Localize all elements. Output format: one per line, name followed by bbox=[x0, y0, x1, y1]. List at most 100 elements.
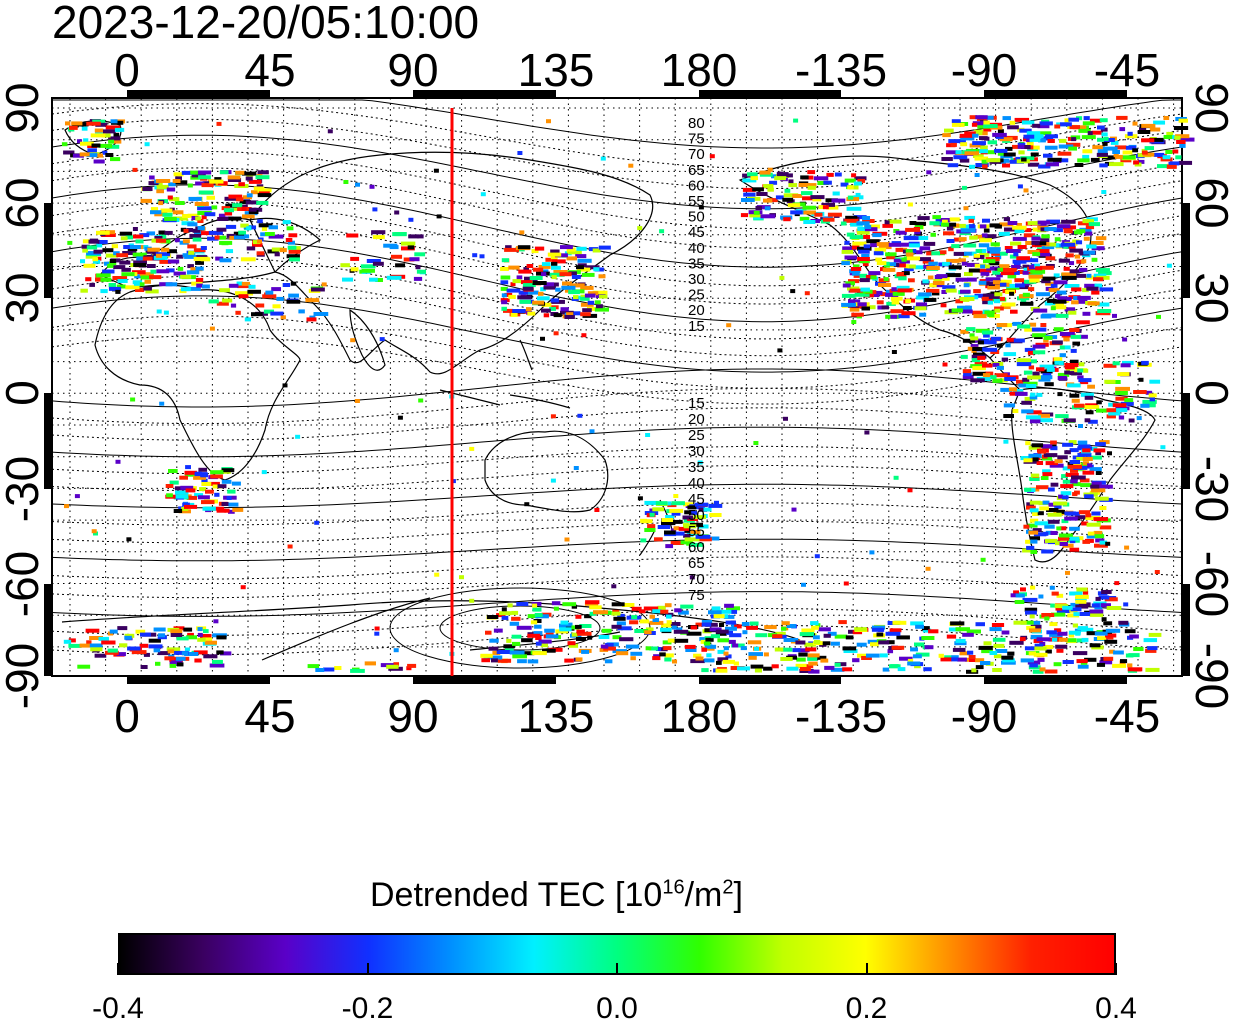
tec-patch bbox=[119, 231, 133, 236]
tec-patch bbox=[1005, 249, 1021, 253]
tec-patch bbox=[225, 249, 234, 254]
tec-patch bbox=[924, 645, 934, 650]
tec-patch bbox=[1149, 137, 1164, 142]
tec-patch bbox=[518, 290, 528, 295]
tec-patch bbox=[981, 330, 994, 335]
tec-patch bbox=[1029, 322, 1037, 327]
tec-patch bbox=[1017, 144, 1025, 149]
tec-patch bbox=[120, 236, 128, 241]
tec-point bbox=[1132, 121, 1138, 126]
tec-patch bbox=[1043, 153, 1053, 158]
tec-patch bbox=[366, 259, 381, 263]
tec-patch bbox=[509, 621, 520, 626]
tec-patch bbox=[180, 287, 191, 292]
x-tick-label-top: 90 bbox=[387, 44, 438, 96]
tec-patch bbox=[1072, 638, 1086, 643]
y-tick-label-right: -30 bbox=[1186, 456, 1238, 522]
tec-patch bbox=[249, 207, 257, 212]
tec-patch bbox=[852, 271, 860, 276]
tec-point bbox=[244, 234, 250, 239]
tec-patch bbox=[1022, 264, 1030, 269]
tec-patch bbox=[807, 656, 818, 661]
tec-patch bbox=[507, 603, 513, 608]
tec-point bbox=[689, 575, 695, 580]
tec-patch bbox=[1102, 141, 1108, 146]
tec-patch bbox=[190, 170, 204, 175]
tec-patch bbox=[684, 537, 700, 542]
tec-patch bbox=[1063, 418, 1076, 423]
tec-patch bbox=[202, 637, 213, 642]
tec-patch bbox=[1026, 258, 1039, 263]
tec-patch bbox=[386, 664, 399, 669]
tec-patch bbox=[1133, 160, 1140, 165]
tec-patch bbox=[1056, 609, 1071, 613]
tec-patch bbox=[386, 275, 402, 280]
tec-patch bbox=[1084, 395, 1094, 400]
tec-patch bbox=[1057, 392, 1063, 397]
tec-patch bbox=[1028, 287, 1035, 292]
tec-patch bbox=[193, 256, 209, 261]
tec-patch bbox=[992, 378, 1003, 383]
tec-patch bbox=[788, 183, 798, 188]
tec-patch bbox=[857, 257, 870, 261]
tec-patch bbox=[1077, 626, 1089, 631]
tec-patch bbox=[817, 181, 829, 185]
axis-bar-right bbox=[1182, 584, 1190, 676]
tec-patch bbox=[709, 627, 722, 632]
tec-patch bbox=[92, 257, 99, 262]
tec-patch bbox=[1015, 283, 1026, 288]
tec-patch bbox=[612, 649, 627, 654]
tec-patch bbox=[501, 607, 507, 612]
tec-patch bbox=[1060, 491, 1072, 496]
tec-patch bbox=[177, 266, 184, 271]
axis-bar-bottom bbox=[127, 676, 270, 684]
tec-patch bbox=[375, 278, 384, 282]
tec-patch bbox=[901, 311, 916, 316]
tec-patch bbox=[1004, 377, 1016, 381]
tec-point bbox=[1166, 263, 1172, 268]
tec-patch bbox=[408, 234, 419, 239]
tec-patch bbox=[158, 234, 167, 239]
tec-patch bbox=[1077, 368, 1084, 373]
tec-patch bbox=[655, 501, 668, 506]
tec-patch bbox=[1039, 364, 1055, 369]
tec-patch bbox=[1025, 384, 1037, 388]
tec-patch bbox=[1026, 505, 1036, 510]
map-frame bbox=[51, 97, 1183, 677]
tec-patch bbox=[851, 312, 864, 317]
tec-patch bbox=[258, 223, 273, 228]
magnetic-contour bbox=[51, 118, 1183, 190]
tec-patch bbox=[196, 283, 203, 288]
tec-patch bbox=[950, 142, 957, 147]
tec-patch bbox=[1082, 448, 1091, 453]
tec-patch bbox=[742, 178, 757, 183]
tec-patch bbox=[1039, 238, 1050, 243]
tec-patch bbox=[1059, 332, 1075, 336]
tec-patch bbox=[601, 628, 612, 633]
tec-patch bbox=[107, 263, 114, 268]
tec-patch bbox=[559, 627, 572, 632]
tec-patch bbox=[108, 139, 115, 144]
tec-patch bbox=[701, 647, 707, 652]
tec-patch bbox=[166, 268, 175, 273]
tec-patch bbox=[1093, 448, 1106, 453]
tec-patch bbox=[832, 191, 840, 196]
tec-patch bbox=[598, 294, 608, 299]
tec-patch bbox=[698, 524, 709, 529]
tec-patch bbox=[708, 503, 723, 508]
tec-point bbox=[1122, 337, 1128, 342]
tec-point bbox=[393, 648, 399, 653]
tec-patch bbox=[676, 627, 683, 632]
tec-patch bbox=[846, 206, 862, 211]
tec-patch bbox=[897, 667, 906, 672]
tec-patch bbox=[1055, 303, 1065, 308]
tec-patch bbox=[510, 312, 518, 317]
tec-patch bbox=[1077, 375, 1084, 380]
tec-patch bbox=[280, 315, 286, 320]
tec-patch bbox=[535, 641, 542, 646]
tec-patch bbox=[1059, 526, 1067, 531]
tec-patch bbox=[581, 649, 590, 654]
tec-patch bbox=[496, 650, 511, 654]
tec-patch bbox=[983, 228, 990, 233]
tec-patch bbox=[1032, 350, 1046, 355]
